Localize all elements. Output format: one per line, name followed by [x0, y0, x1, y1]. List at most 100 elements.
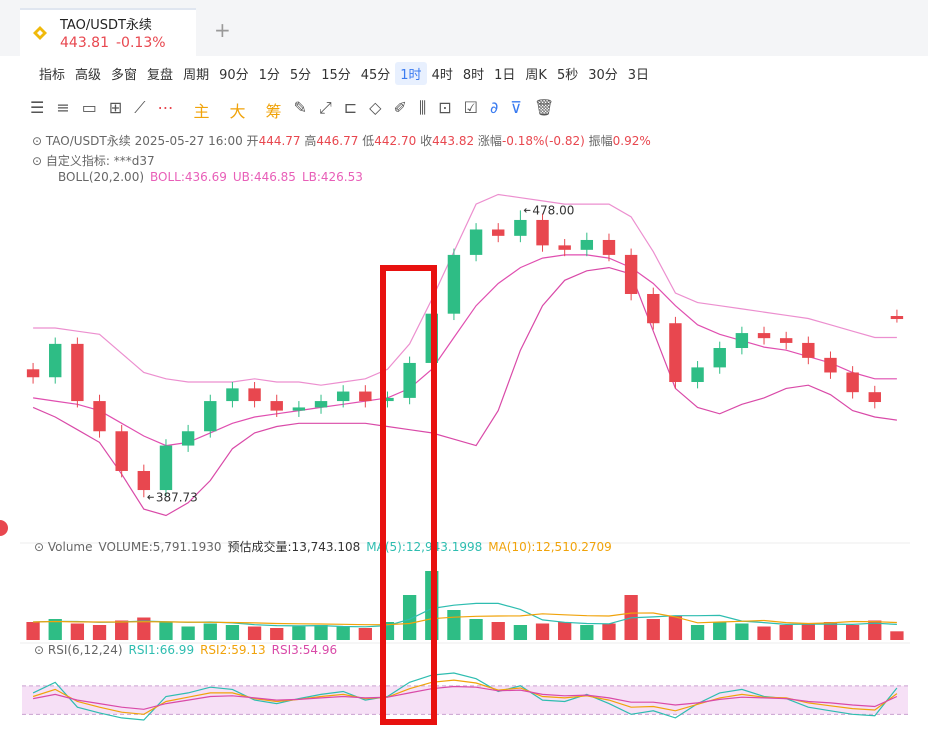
candle-body: [514, 219, 527, 236]
candle-body: [115, 431, 128, 471]
max-label: 478.00: [532, 203, 574, 217]
boll-line: [33, 254, 897, 447]
tool-icon[interactable]: ⊡: [438, 98, 452, 117]
volume-bar: [757, 626, 771, 640]
draw-label[interactable]: 筹: [265, 102, 282, 121]
candle-body: [93, 401, 106, 432]
candle-body: [359, 391, 372, 402]
toolbar-item[interactable]: 高级: [75, 68, 102, 83]
volume-bar: [225, 625, 240, 640]
tool-icon[interactable]: ⫼: [418, 98, 427, 117]
tool-icon[interactable]: ⊽: [510, 98, 522, 117]
toolbar-item[interactable]: 周期: [183, 68, 210, 83]
toolbar-item[interactable]: 1分: [258, 68, 280, 83]
side-marker[interactable]: [0, 520, 8, 536]
volume-bar: [270, 628, 284, 640]
volume-bar: [336, 626, 350, 640]
toolbar-item[interactable]: 30分: [588, 68, 618, 83]
draw-label[interactable]: 大: [229, 102, 246, 121]
toolbar-item[interactable]: 多窗: [111, 68, 138, 83]
volume-bar: [314, 625, 328, 640]
panel-title: RSI(6,12,24): [48, 643, 123, 657]
volume-bar: [735, 623, 749, 640]
label: 开: [246, 134, 259, 148]
volume-bar: [92, 625, 107, 640]
toggle[interactable]: ⊙: [32, 154, 43, 168]
tool-icon[interactable]: ⤢: [318, 98, 332, 117]
toolbar-item[interactable]: 指标: [39, 68, 66, 83]
candle-body: [403, 362, 416, 398]
candle-body: [824, 357, 837, 373]
rsi-band: [22, 685, 908, 715]
volume-bar: [801, 623, 815, 640]
toolbar-item[interactable]: 3日: [627, 68, 650, 83]
volume-bar: [646, 619, 660, 640]
toolbar-item[interactable]: 4时: [431, 68, 453, 83]
volume-bar: [690, 625, 705, 640]
panel-legend: BOLL(20,2.00) BOLL:436.69 UB:446.85 LB:426.…: [58, 170, 363, 184]
volume-bar: [713, 622, 727, 640]
toolbar-item[interactable]: 15分: [321, 68, 351, 83]
legend-item: MA(5):12,943.1998: [366, 540, 482, 554]
tool-icon[interactable]: ⊞: [108, 98, 123, 117]
value: -0.18%(-0.82): [501, 134, 585, 148]
volume-bar: [292, 626, 306, 640]
volume-bar: [868, 620, 882, 640]
candle-body: [558, 245, 571, 250]
tool-icon[interactable]: ☑: [463, 98, 478, 117]
toolbar-item[interactable]: 45分: [360, 68, 391, 83]
tool-icon[interactable]: ⊏: [343, 98, 358, 117]
tool-icon[interactable]: ≡: [56, 98, 70, 117]
arrow: [147, 494, 154, 500]
toolbar-item[interactable]: 复盘: [147, 68, 174, 83]
value: 0.92%: [612, 134, 651, 148]
tool-icon[interactable]: ⋯: [157, 98, 174, 117]
candle-body: [580, 239, 594, 250]
volume-bar: [513, 625, 528, 640]
tool-icon[interactable]: ∂: [490, 98, 499, 117]
volume-bar: [358, 628, 372, 640]
toolbar-item[interactable]: 周K: [525, 68, 547, 83]
add-tab[interactable]: +: [214, 18, 231, 42]
volume-bar: [181, 626, 195, 640]
legend-item: BOLL:436.69: [150, 170, 227, 184]
candle-body: [314, 401, 328, 408]
toolbar-item[interactable]: 1时: [395, 62, 427, 85]
tool-icon[interactable]: ⟋: [134, 98, 146, 117]
toolbar-item[interactable]: 1日: [494, 68, 516, 83]
volume-bar: [779, 625, 793, 640]
info-symbol: TAO/USDT永续: [45, 134, 131, 148]
tool-icon[interactable]: ▭: [81, 98, 97, 117]
volume-bar: [469, 619, 483, 640]
candle-body: [226, 388, 239, 402]
tool-icon[interactable]: ✐: [393, 98, 407, 117]
draw-label[interactable]: 主: [193, 102, 210, 121]
tool-icon[interactable]: 🗑: [534, 98, 555, 117]
boll-line: [32, 266, 897, 517]
toolbar-item[interactable]: 8时: [462, 68, 485, 83]
candle-body: [71, 343, 84, 402]
toolbar-item[interactable]: 5分: [289, 68, 312, 83]
highlight-box: [380, 265, 437, 725]
tool-icon[interactable]: ◇: [369, 98, 382, 117]
tool-icon[interactable]: ☰: [30, 98, 45, 117]
legend-item: 预估成交量:13,743.108: [228, 539, 361, 554]
tool-icon[interactable]: ✎: [293, 98, 307, 117]
tab-change: -0.13%: [116, 35, 166, 51]
tab-price: 443.81: [60, 35, 109, 51]
candle-body: [204, 401, 217, 432]
toggle[interactable]: ⊙: [32, 134, 43, 148]
candle-body: [248, 388, 261, 402]
rsi-line: [32, 672, 898, 721]
panel-title: Volume: [48, 540, 93, 554]
volume-bar: [535, 623, 550, 640]
symbol-tab[interactable]: TAO/USDT永续 443.81 -0.13%: [20, 8, 196, 58]
volume-bar: [890, 631, 904, 640]
toolbar-item[interactable]: 90分: [219, 68, 249, 83]
volume-bar: [580, 625, 594, 640]
legend-item: MA(10):12,510.2709: [488, 540, 612, 554]
toolbar-item[interactable]: 5秒: [556, 68, 579, 83]
candle-body: [691, 367, 704, 383]
